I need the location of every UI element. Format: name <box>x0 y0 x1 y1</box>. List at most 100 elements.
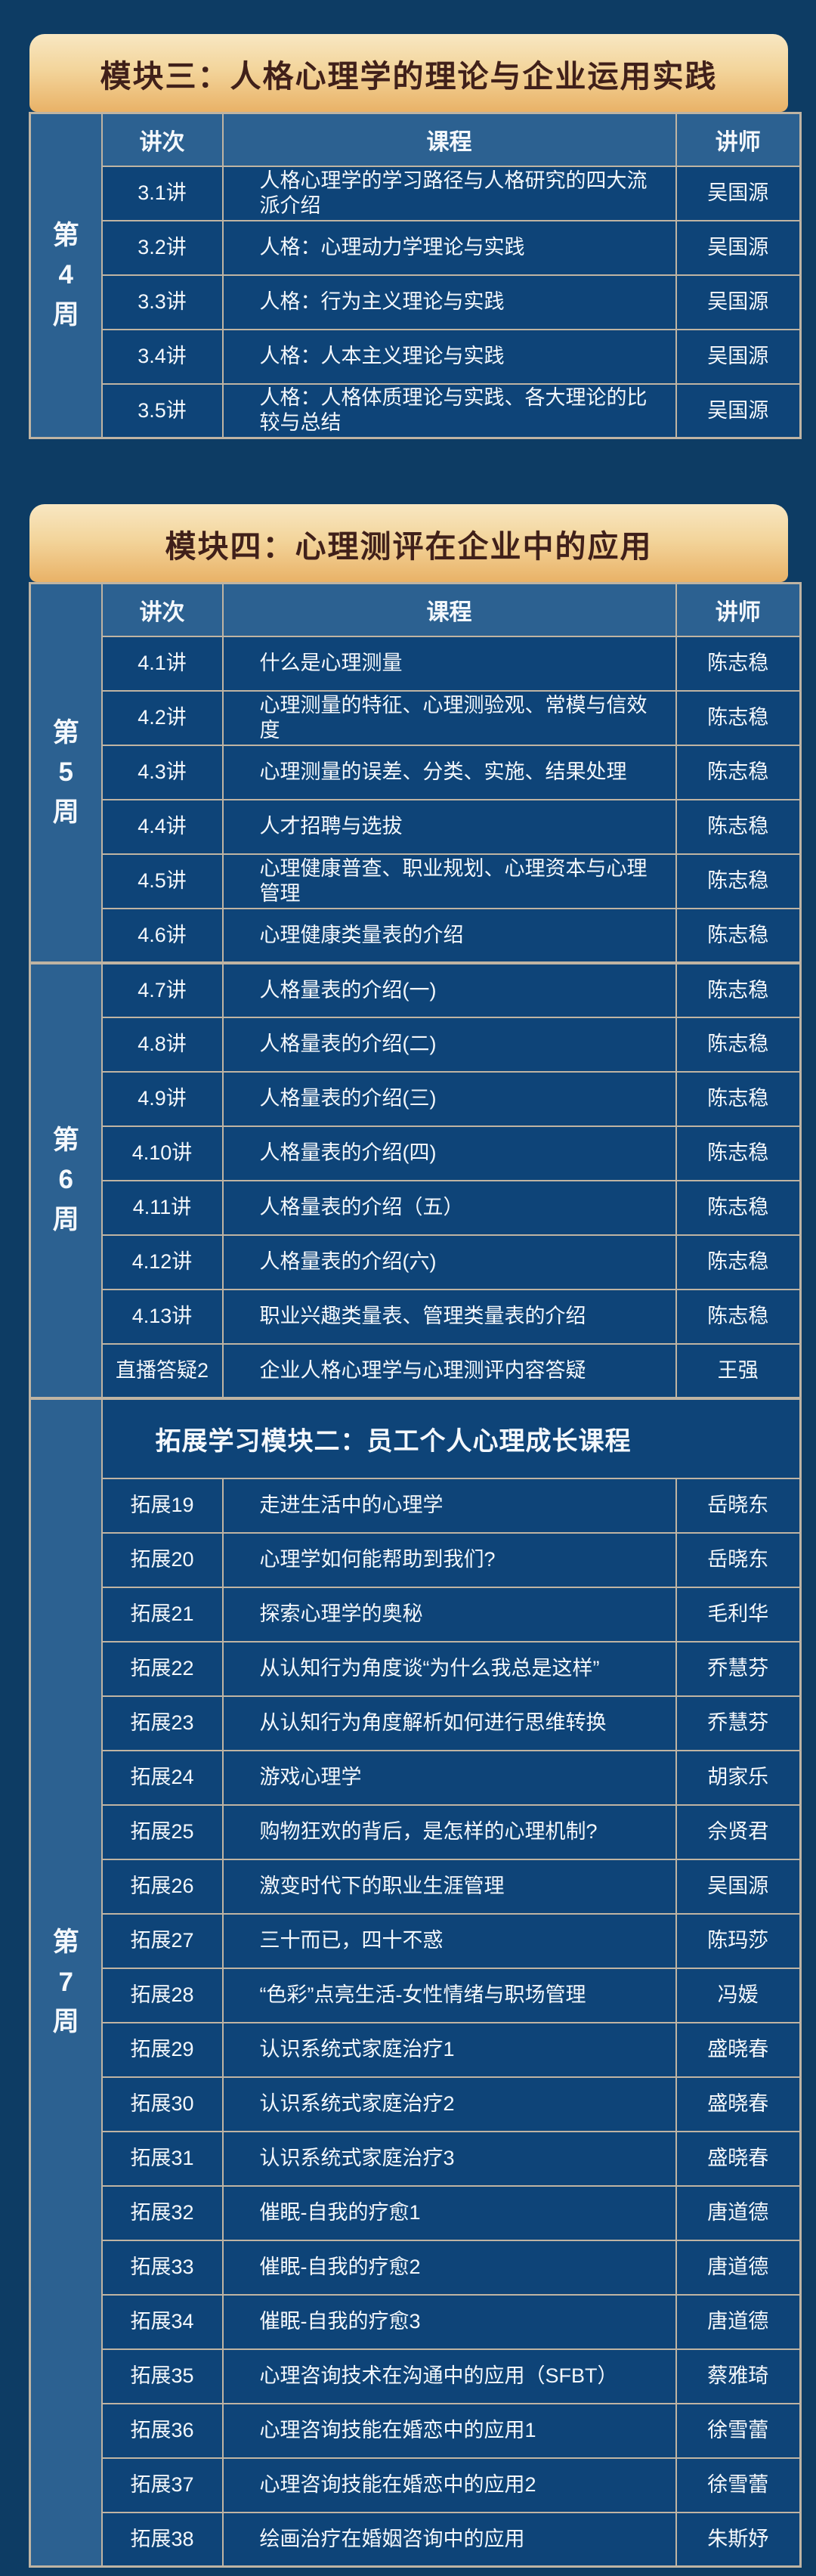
course-row: 4.6讲 心理健康类量表的介绍 陈志稳 <box>30 907 802 964</box>
course-name-cell: 人格量表的介绍(三) <box>221 1070 677 1127</box>
lecture-number-cell: 拓展37 <box>100 2457 224 2513</box>
course-name-cell: 购物狂欢的背后，是怎样的心理机制? <box>221 1804 677 1860</box>
course-name-cell: 心理健康类量表的介绍 <box>221 907 677 964</box>
teacher-name-cell: 陈志稳 <box>675 1125 802 1181</box>
course-name-cell: “色彩”点亮生活-女性情绪与职场管理 <box>221 1967 677 2023</box>
teacher-name-cell: 吴国源 <box>675 165 802 221</box>
module-4-section: 模块四：心理测评在企业中的应用 第 5 周讲次 课程 讲师 4.1讲 什么是心理测量 陈志… <box>0 504 816 2568</box>
course-name-cell: 人格量表的介绍（五） <box>221 1179 677 1236</box>
teacher-name-cell: 唐道德 <box>675 2293 802 2350</box>
lecture-number-cell: 拓展28 <box>100 1967 224 2023</box>
module-4-header-banner: 模块四：心理测评在企业中的应用 <box>29 504 788 582</box>
teacher-name-cell: 岳晓东 <box>675 1477 802 1534</box>
teacher-name-cell: 陈志稳 <box>675 907 802 964</box>
course-row: 拓展36 心理咨询技能在婚恋中的应用1 徐雪蕾 <box>30 2402 802 2459</box>
teacher-name-cell: 盛晓春 <box>675 2021 802 2078</box>
course-name-cell: 激变时代下的职业生涯管理 <box>221 1858 677 1915</box>
teacher-name-cell: 佘贤君 <box>675 1804 802 1860</box>
course-name-cell: 三十而已，四十不惑 <box>221 1912 677 1969</box>
course-name-cell: 什么是心理测量 <box>221 635 677 692</box>
module-3-schedule-table: 第 4 周讲次 课程 讲师 3.1讲 人格心理学的学习路径与人格研究的四大流派介绍 吴国源… <box>29 112 802 439</box>
course-name-cell: 人格量表的介绍(四) <box>221 1125 677 1181</box>
lecture-number-cell: 4.1讲 <box>100 635 224 692</box>
teacher-name-cell: 徐雪蕾 <box>675 2457 802 2513</box>
section-header-row: 第 7 周拓展学习模块二：员工个人心理成长课程 <box>29 1396 802 2568</box>
course-name-cell: 催眠-自我的疗愈2 <box>221 2239 677 2296</box>
course-row: 4.3讲 心理测量的误差、分类、实施、结果处理 陈志稳 <box>30 744 802 800</box>
course-row: 4.13讲 职业兴趣类量表、管理类量表的介绍 陈志稳 <box>30 1288 802 1345</box>
course-row: 拓展31 认识系统式家庭治疗3 盛晓春 <box>30 2130 802 2187</box>
course-row: 拓展30 认识系统式家庭治疗2 盛晓春 <box>30 2076 802 2132</box>
lecture-number-cell: 4.7讲 <box>100 961 224 1018</box>
teacher-name-cell: 唐道德 <box>675 2239 802 2296</box>
course-row: 直播答疑2 企业人格心理学与心理测评内容答疑 王强 <box>30 1342 802 1399</box>
teacher-name-cell: 冯媛 <box>675 1967 802 2023</box>
teacher-name-cell: 陈志稳 <box>675 689 802 746</box>
lecture-number-cell: 拓展31 <box>100 2130 224 2187</box>
teacher-name-cell: 陈志稳 <box>675 853 802 909</box>
course-name-cell: 心理健康普查、职业规划、心理资本与心理管理 <box>221 853 677 909</box>
course-row: 拓展19 走进生活中的心理学 岳晓东 <box>30 1477 802 1534</box>
week-label-cell: 第 6 周 <box>29 961 103 1399</box>
course-name-cell: 人格：行为主义理论与实践 <box>221 274 677 330</box>
course-name-cell: 心理咨询技能在婚恋中的应用1 <box>221 2402 677 2459</box>
lecture-number-cell: 3.3讲 <box>100 274 224 330</box>
course-row: 4.4讲 人才招聘与选拔 陈志稳 <box>30 798 802 855</box>
course-name-cell: 人才招聘与选拔 <box>221 798 677 855</box>
lecture-number-cell: 拓展25 <box>100 1804 224 1860</box>
course-name-cell: 认识系统式家庭治疗1 <box>221 2021 677 2078</box>
course-row: 拓展23 从认知行为角度解析如何进行思维转换 乔慧芬 <box>30 1695 802 1751</box>
lecture-number-cell: 拓展35 <box>100 2348 224 2404</box>
module-3-title: 模块三：人格心理学的理论与企业运用实践 <box>100 58 718 94</box>
course-name-cell: 人格：人格体质理论与实践、各大理论的比较与总结 <box>221 382 677 439</box>
lecture-number-cell: 4.11讲 <box>100 1179 224 1236</box>
course-row: 拓展33 催眠-自我的疗愈2 唐道德 <box>30 2239 802 2296</box>
teacher-name-cell: 徐雪蕾 <box>675 2402 802 2459</box>
course-name-cell: 心理咨询技术在沟通中的应用（SFBT） <box>221 2348 677 2404</box>
teacher-name-cell: 吴国源 <box>675 1858 802 1915</box>
course-name-cell: 从认知行为角度解析如何进行思维转换 <box>221 1695 677 1751</box>
section-header-title: 拓展学习模块二：员工个人心理成长课程 <box>100 1396 802 1479</box>
module-3-header-banner: 模块三：人格心理学的理论与企业运用实践 <box>29 34 788 112</box>
teacher-name-cell: 陈志稳 <box>675 798 802 855</box>
course-row: 4.10讲 人格量表的介绍(四) 陈志稳 <box>30 1125 802 1181</box>
column-header-0: 讲次 <box>100 582 224 637</box>
lecture-number-cell: 3.4讲 <box>100 328 224 385</box>
lecture-number-cell: 拓展27 <box>100 1912 224 1969</box>
course-name-cell: 认识系统式家庭治疗3 <box>221 2130 677 2187</box>
lecture-number-cell: 3.2讲 <box>100 219 224 276</box>
teacher-name-cell: 吴国源 <box>675 219 802 276</box>
course-name-cell: 从认知行为角度谈“为什么我总是这样” <box>221 1640 677 1697</box>
course-name-cell: 探索心理学的奥秘 <box>221 1586 677 1643</box>
lecture-number-cell: 4.8讲 <box>100 1016 224 1073</box>
course-row: 4.12讲 人格量表的介绍(六) 陈志稳 <box>30 1234 802 1290</box>
teacher-name-cell: 陈志稳 <box>675 1070 802 1127</box>
lecture-number-cell: 4.10讲 <box>100 1125 224 1181</box>
course-row: 3.1讲 人格心理学的学习路径与人格研究的四大流派介绍 吴国源 <box>30 165 802 221</box>
course-name-cell: 走进生活中的心理学 <box>221 1477 677 1534</box>
course-name-cell: 游戏心理学 <box>221 1749 677 1806</box>
teacher-name-cell: 陈志稳 <box>675 1179 802 1236</box>
teacher-name-cell: 朱斯妤 <box>675 2511 802 2568</box>
course-name-cell: 绘画治疗在婚姻咨询中的应用 <box>221 2511 677 2568</box>
course-name-cell: 企业人格心理学与心理测评内容答疑 <box>221 1342 677 1399</box>
lecture-number-cell: 拓展24 <box>100 1749 224 1806</box>
lecture-number-cell: 拓展34 <box>100 2293 224 2350</box>
teacher-name-cell: 乔慧芬 <box>675 1695 802 1751</box>
course-row: 拓展29 认识系统式家庭治疗1 盛晓春 <box>30 2021 802 2078</box>
lecture-number-cell: 拓展23 <box>100 1695 224 1751</box>
module-4-schedule-table: 第 5 周讲次 课程 讲师 4.1讲 什么是心理测量 陈志稳 4.2讲 心理测量的特征、心理测… <box>29 582 802 2568</box>
lecture-number-cell: 拓展36 <box>100 2402 224 2459</box>
course-row: 拓展22 从认知行为角度谈“为什么我总是这样” 乔慧芬 <box>30 1640 802 1697</box>
course-name-cell: 心理测量的误差、分类、实施、结果处理 <box>221 744 677 800</box>
course-name-cell: 认识系统式家庭治疗2 <box>221 2076 677 2132</box>
lecture-number-cell: 3.5讲 <box>100 382 224 439</box>
lecture-number-cell: 拓展22 <box>100 1640 224 1697</box>
lecture-number-cell: 4.4讲 <box>100 798 224 855</box>
course-row: 3.5讲 人格：人格体质理论与实践、各大理论的比较与总结 吴国源 <box>30 382 802 439</box>
column-header-row: 第 5 周讲次 课程 讲师 <box>29 582 802 964</box>
course-name-cell: 职业兴趣类量表、管理类量表的介绍 <box>221 1288 677 1345</box>
course-row: 3.2讲 人格：心理动力学理论与实践 吴国源 <box>30 219 802 276</box>
course-name-cell: 人格量表的介绍(一) <box>221 961 677 1018</box>
